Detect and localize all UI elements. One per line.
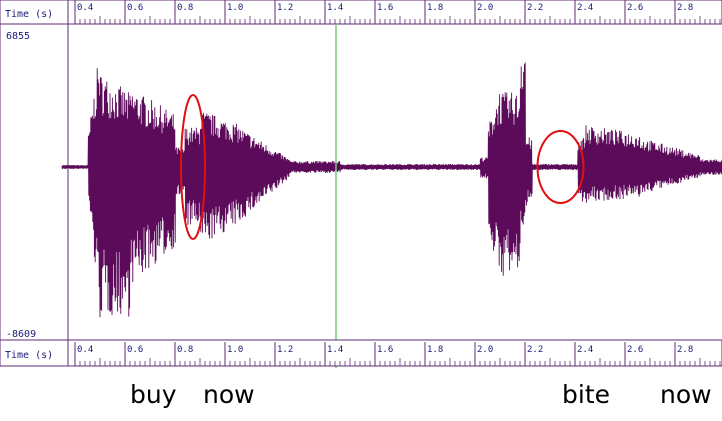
top-tick-label: 2.6 (627, 3, 643, 13)
buy-now-boundary-circle (180, 94, 206, 240)
top-tick-label: 2.4 (577, 3, 593, 13)
bottom-tick-label: 1.8 (427, 345, 443, 355)
top-tick-label: 2.0 (477, 3, 493, 13)
amplitude-max-label: 6855 (6, 31, 30, 42)
amplitude-min-label: -8609 (6, 329, 36, 340)
bottom-time-ruler[interactable]: Time (s) 0.4 0.6 0.8 1.0 1.2 1.4 1.6 1.8 2.0 2.2 2… (0, 339, 722, 367)
bottom-tick-label: 2.8 (677, 345, 693, 355)
waveform-panel[interactable]: 6855 -8609 (0, 24, 722, 368)
top-time-axis-label: Time (s) (5, 9, 53, 20)
bottom-tick-label: 2.4 (577, 345, 593, 355)
top-tick-label: 0.4 (77, 3, 93, 13)
bottom-tick-label: 1.0 (227, 345, 243, 355)
bottom-ruler-box (0, 339, 722, 367)
top-tick-label: 0.6 (127, 3, 143, 13)
top-tick-label: 1.6 (377, 3, 393, 13)
top-tick-label: 1.8 (427, 3, 443, 13)
top-tick-label: 1.2 (277, 3, 293, 13)
top-ruler-ticks: 0.4 0.6 0.8 1.0 1.2 1.4 1.6 1.8 2.0 2.2 2.4 2.6 2.8 (74, 0, 721, 24)
top-tick-label: 1.4 (327, 3, 343, 13)
bottom-tick-label: 2.6 (627, 345, 643, 355)
top-tick-label: 2.2 (527, 3, 543, 13)
waveform-path (61, 62, 722, 318)
bite-now-boundary-circle (536, 130, 585, 204)
annotation-circles (180, 94, 585, 240)
bottom-tick-label: 2.2 (527, 345, 543, 355)
top-tick-label: 2.8 (677, 3, 693, 13)
bottom-tick-label: 1.2 (277, 345, 293, 355)
bottom-tick-label: 1.4 (327, 345, 343, 355)
bottom-tick-label: 0.6 (127, 345, 143, 355)
top-tick-label: 0.8 (177, 3, 193, 13)
top-time-ruler[interactable]: Time (s) 0.4 0.6 0.8 1.0 1.2 1.4 1.6 1.8 2.0 2.2 2… (0, 0, 722, 25)
waveform-trace (61, 62, 722, 318)
word-label-bite: bite (562, 380, 610, 409)
word-label-now-second: now (660, 380, 712, 409)
top-tick-label: 1.0 (227, 3, 243, 13)
word-label-now-first: now (203, 380, 255, 409)
bottom-time-axis-label: Time (s) (5, 350, 53, 361)
bottom-tick-label: 2.0 (477, 345, 493, 355)
top-ruler-box (0, 0, 722, 25)
bottom-ruler-ticks: 0.4 0.6 0.8 1.0 1.2 1.4 1.6 1.8 2.0 2.2 2.4 2.6 2.8 (74, 342, 721, 366)
bottom-tick-label: 0.4 (77, 345, 93, 355)
word-label-buy: buy (130, 380, 177, 409)
bottom-tick-label: 0.8 (177, 345, 193, 355)
bottom-tick-label: 1.6 (377, 345, 393, 355)
